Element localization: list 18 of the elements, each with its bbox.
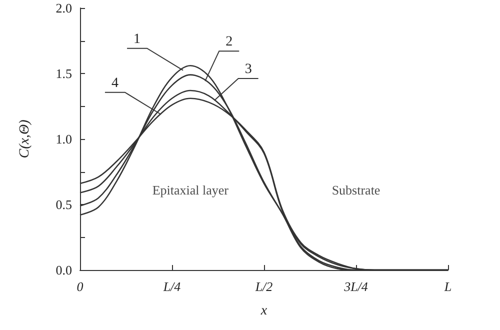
- text: 2: [226, 34, 233, 50]
- x-tick-label: L/2: [254, 279, 274, 294]
- y-axis-title: C(x,Θ): [18, 119, 32, 158]
- y-tick-label: 0.5: [56, 197, 72, 212]
- y-tick-label: 2.0: [56, 0, 72, 16]
- annotation: Epitaxial layer: [152, 182, 230, 198]
- text: 4: [111, 76, 118, 91]
- y-tick-label: 1.0: [56, 132, 72, 146]
- annotation: Substrate: [332, 182, 380, 198]
- x-axis-title: x: [260, 304, 268, 318]
- x-tick-label: 0: [76, 279, 84, 294]
- y-tick-label: 1.5: [56, 66, 72, 81]
- x-tick-label: L: [443, 279, 452, 294]
- x-tick-label: L/4: [162, 279, 182, 294]
- text: 3: [244, 62, 252, 77]
- x-tick-label: 3L/4: [343, 279, 368, 294]
- y-tick-label: 0.0: [56, 262, 72, 278]
- text: 1: [134, 32, 141, 47]
